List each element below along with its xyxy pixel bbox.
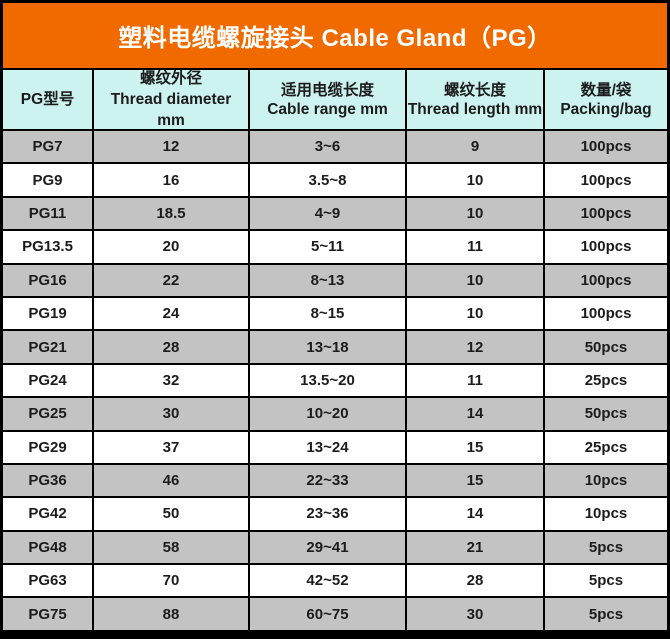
cell-packing-per-bag: 50pcs bbox=[545, 398, 667, 430]
cell-thread-length-mm: 14 bbox=[407, 398, 543, 430]
column-header-thread-diameter: 螺纹外径 Thread diameter mm bbox=[94, 70, 248, 129]
cell-packing-per-bag: 100pcs bbox=[545, 264, 667, 296]
cell-thread-length-mm: 10 bbox=[407, 164, 543, 196]
column-header-thread-length: 螺纹长度 Thread length mm bbox=[407, 70, 543, 129]
cell-thread-diameter-mm: 88 bbox=[94, 598, 248, 630]
cell-cable-range-mm: 29~41 bbox=[250, 531, 405, 564]
cell-model: PG21 bbox=[3, 331, 92, 363]
cell-model: PG19 bbox=[3, 297, 92, 330]
cell-cable-range-mm: 13~18 bbox=[250, 331, 405, 363]
cell-cable-range-mm: 3.5~8 bbox=[250, 164, 405, 196]
cell-thread-diameter-mm: 50 bbox=[94, 498, 248, 530]
cell-model: PG42 bbox=[3, 498, 92, 530]
cell-thread-diameter-mm: 70 bbox=[94, 565, 248, 597]
cell-thread-length-mm: 11 bbox=[407, 231, 543, 263]
cell-model: PG36 bbox=[3, 464, 92, 497]
cell-thread-diameter-mm: 32 bbox=[94, 364, 248, 397]
cell-cable-range-mm: 10~20 bbox=[250, 398, 405, 430]
cell-thread-diameter-mm: 16 bbox=[94, 164, 248, 196]
cell-thread-length-mm: 11 bbox=[407, 364, 543, 397]
cell-model: PG16 bbox=[3, 264, 92, 296]
cell-thread-diameter-mm: 20 bbox=[94, 231, 248, 263]
cell-cable-range-mm: 13.5~20 bbox=[250, 364, 405, 397]
cell-thread-diameter-mm: 24 bbox=[94, 297, 248, 330]
cell-thread-length-mm: 12 bbox=[407, 331, 543, 363]
cell-model: PG29 bbox=[3, 431, 92, 463]
cell-thread-length-mm: 9 bbox=[407, 131, 543, 163]
cell-packing-per-bag: 25pcs bbox=[545, 364, 667, 397]
cell-thread-length-mm: 10 bbox=[407, 297, 543, 330]
cell-thread-diameter-mm: 28 bbox=[94, 331, 248, 363]
cell-thread-length-mm: 28 bbox=[407, 565, 543, 597]
cell-packing-per-bag: 5pcs bbox=[545, 565, 667, 597]
cell-thread-diameter-mm: 46 bbox=[94, 464, 248, 497]
cell-thread-diameter-mm: 37 bbox=[94, 431, 248, 463]
cell-cable-range-mm: 13~24 bbox=[250, 431, 405, 463]
column-header-packing: 数量/袋 Packing/bag bbox=[545, 70, 667, 129]
cell-model: PG11 bbox=[3, 197, 92, 230]
cell-cable-range-mm: 4~9 bbox=[250, 197, 405, 230]
cell-thread-length-mm: 14 bbox=[407, 498, 543, 530]
column-header-cable-range: 适用电缆长度 Cable range mm bbox=[250, 70, 405, 129]
cell-cable-range-mm: 22~33 bbox=[250, 464, 405, 497]
spec-table: PG型号 螺纹外径 Thread diameter mm 适用电缆长度 Cabl… bbox=[3, 70, 667, 630]
cell-cable-range-mm: 8~13 bbox=[250, 264, 405, 296]
cell-cable-range-mm: 60~75 bbox=[250, 598, 405, 630]
cell-packing-per-bag: 25pcs bbox=[545, 431, 667, 463]
cell-thread-length-mm: 15 bbox=[407, 464, 543, 497]
cell-packing-per-bag: 10pcs bbox=[545, 464, 667, 497]
cell-packing-per-bag: 10pcs bbox=[545, 498, 667, 530]
cell-thread-diameter-mm: 30 bbox=[94, 398, 248, 430]
cell-thread-length-mm: 21 bbox=[407, 531, 543, 564]
cell-cable-range-mm: 3~6 bbox=[250, 131, 405, 163]
title-banner: 塑料电缆螺旋接头 Cable Gland（PG） bbox=[3, 3, 667, 68]
cell-thread-length-mm: 15 bbox=[407, 431, 543, 463]
cell-packing-per-bag: 100pcs bbox=[545, 164, 667, 196]
cell-packing-per-bag: 100pcs bbox=[545, 297, 667, 330]
cell-thread-diameter-mm: 22 bbox=[94, 264, 248, 296]
cell-packing-per-bag: 100pcs bbox=[545, 197, 667, 230]
cell-model: PG7 bbox=[3, 131, 92, 163]
cell-model: PG75 bbox=[3, 598, 92, 630]
cell-packing-per-bag: 5pcs bbox=[545, 598, 667, 630]
cell-cable-range-mm: 42~52 bbox=[250, 565, 405, 597]
cell-model: PG13.5 bbox=[3, 231, 92, 263]
cell-thread-diameter-mm: 58 bbox=[94, 531, 248, 564]
cell-thread-diameter-mm: 12 bbox=[94, 131, 248, 163]
page-title: 塑料电缆螺旋接头 Cable Gland（PG） bbox=[118, 25, 552, 52]
cell-thread-diameter-mm: 18.5 bbox=[94, 197, 248, 230]
cell-model: PG24 bbox=[3, 364, 92, 397]
column-header-model: PG型号 bbox=[3, 70, 92, 129]
cell-thread-length-mm: 10 bbox=[407, 264, 543, 296]
cell-model: PG63 bbox=[3, 565, 92, 597]
cell-packing-per-bag: 50pcs bbox=[545, 331, 667, 363]
cell-model: PG9 bbox=[3, 164, 92, 196]
cell-model: PG48 bbox=[3, 531, 92, 564]
cell-thread-length-mm: 30 bbox=[407, 598, 543, 630]
cell-packing-per-bag: 5pcs bbox=[545, 531, 667, 564]
cell-cable-range-mm: 23~36 bbox=[250, 498, 405, 530]
cell-cable-range-mm: 8~15 bbox=[250, 297, 405, 330]
cell-thread-length-mm: 10 bbox=[407, 197, 543, 230]
cell-packing-per-bag: 100pcs bbox=[545, 131, 667, 163]
cell-cable-range-mm: 5~11 bbox=[250, 231, 405, 263]
cell-model: PG25 bbox=[3, 398, 92, 430]
cell-packing-per-bag: 100pcs bbox=[545, 231, 667, 263]
